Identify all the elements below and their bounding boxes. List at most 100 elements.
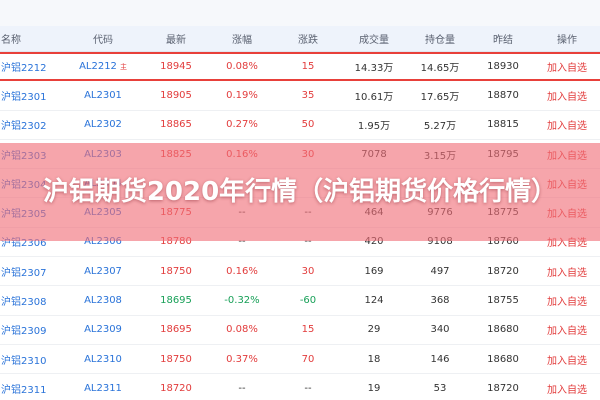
row-open-interest: 368: [430, 295, 450, 307]
add-watchlist-button[interactable]: 加入自选: [547, 91, 587, 103]
row-change: --: [304, 236, 312, 248]
row-change-pct: --: [238, 236, 246, 248]
row-change-pct: 0.08%: [226, 61, 258, 73]
row-prev-settle: 18720: [487, 382, 519, 394]
column-header-action: 操作: [557, 35, 577, 46]
table-row[interactable]: 沪铝2310 AL2310 18750 0.37% 70 18 146 18680 加入自选: [0, 345, 600, 375]
add-watchlist-button[interactable]: 加入自选: [547, 297, 587, 309]
add-watchlist-button[interactable]: 加入自选: [547, 355, 587, 367]
row-name[interactable]: 沪铝2310: [1, 355, 47, 367]
row-prev-settle: 18680: [487, 353, 519, 365]
column-header-prev-settle[interactable]: 昨结: [493, 35, 513, 46]
column-header-code[interactable]: 代码: [93, 35, 113, 46]
table-row[interactable]: 沪铝2309 AL2309 18695 0.08% 15 29 340 18680 加入自选: [0, 316, 600, 345]
row-code[interactable]: AL2310: [84, 353, 122, 365]
column-header-volume[interactable]: 成交量: [359, 35, 389, 46]
row-volume: 29: [367, 324, 381, 336]
row-code[interactable]: AL2212 主: [79, 61, 127, 73]
table-row[interactable]: 沪铝2302 AL2302 18865 0.27% 50 1.95万 5.27万 18815 加…: [0, 111, 600, 140]
row-volume: 19: [367, 382, 381, 394]
row-name[interactable]: 沪铝2311: [1, 384, 47, 396]
table-row[interactable]: 沪铝2306 AL2306 18780 -- -- 420 9108 18760 加入自选: [0, 228, 600, 258]
row-name[interactable]: 沪铝2309: [1, 326, 47, 338]
row-volume: 169: [364, 265, 384, 277]
column-header-open-interest[interactable]: 持仓量: [425, 35, 455, 46]
row-open-interest: 146: [430, 353, 450, 365]
row-last-price: 18905: [160, 89, 192, 101]
row-change: 15: [301, 61, 315, 73]
row-change: --: [304, 382, 312, 394]
table-row[interactable]: 沪铝2311 AL2311 18720 -- -- 19 53 18720 加入自选: [0, 374, 600, 400]
column-header-change[interactable]: 涨跌: [298, 35, 318, 46]
row-change: 50: [301, 119, 315, 131]
row-last-price: 18720: [160, 382, 192, 394]
row-code[interactable]: AL2308: [84, 295, 122, 307]
row-code[interactable]: AL2309: [84, 324, 122, 336]
add-watchlist-button[interactable]: 加入自选: [547, 267, 587, 279]
row-change-pct: 0.37%: [226, 353, 258, 365]
row-name[interactable]: 沪铝2308: [1, 297, 47, 309]
row-last-price: 18750: [160, 265, 192, 277]
row-change-pct: 0.08%: [226, 324, 258, 336]
row-change: 35: [301, 89, 315, 101]
row-prev-settle: 18930: [487, 61, 519, 73]
add-watchlist-button[interactable]: 加入自选: [547, 63, 587, 75]
table-row[interactable]: 沪铝2308 AL2308 18695 -0.32% -60 124 368 18755 加入自…: [0, 286, 600, 316]
column-header-name[interactable]: 名称: [1, 35, 21, 46]
row-name[interactable]: 沪铝2212: [1, 63, 47, 75]
row-prev-settle: 18760: [487, 236, 519, 248]
row-volume: 1.95万: [357, 121, 391, 133]
table-header: 名称 代码 最新 涨幅 涨跌 成交量 持仓量 昨结 操作: [0, 26, 600, 52]
row-change-pct: 0.27%: [226, 119, 258, 131]
row-prev-settle: 18720: [487, 265, 519, 277]
column-header-last[interactable]: 最新: [166, 35, 186, 46]
row-open-interest: 17.65万: [420, 91, 460, 103]
row-name[interactable]: 沪铝2307: [1, 267, 47, 279]
top-strip: [0, 0, 600, 26]
add-watchlist-button[interactable]: 加入自选: [547, 384, 587, 396]
row-prev-settle: 18815: [487, 119, 519, 131]
add-watchlist-button[interactable]: 加入自选: [547, 238, 587, 250]
row-name[interactable]: 沪铝2306: [1, 238, 47, 250]
row-code[interactable]: AL2307: [84, 265, 122, 277]
row-last-price: 18695: [160, 295, 192, 307]
table-row[interactable]: 沪铝2307 AL2307 18750 0.16% 30 169 497 18720 加入自选: [0, 257, 600, 287]
row-prev-settle: 18755: [487, 295, 519, 307]
row-volume: 10.61万: [354, 91, 394, 103]
column-header-change-pct[interactable]: 涨幅: [232, 35, 252, 46]
row-open-interest: 340: [430, 324, 450, 336]
table-row[interactable]: 沪铝2212 AL2212 主 18945 0.08% 15 14.33万 14.65万 189…: [0, 52, 600, 82]
row-change: 70: [301, 353, 315, 365]
row-open-interest: 497: [430, 265, 450, 277]
row-volume: 124: [364, 295, 384, 307]
add-watchlist-button[interactable]: 加入自选: [547, 121, 587, 133]
row-open-interest: 5.27万: [423, 121, 457, 133]
row-last-price: 18695: [160, 324, 192, 336]
row-volume: 420: [364, 236, 384, 248]
row-last-price: 18865: [160, 119, 192, 131]
row-prev-settle: 18870: [487, 89, 519, 101]
row-last-price: 18750: [160, 353, 192, 365]
row-change: 15: [301, 324, 315, 336]
title-banner: 沪铝期货2020年行情（沪铝期货价格行情）: [0, 143, 600, 241]
row-open-interest: 14.65万: [420, 63, 460, 75]
row-change-pct: 0.16%: [226, 265, 258, 277]
row-name[interactable]: 沪铝2301: [1, 91, 47, 103]
row-volume: 14.33万: [354, 63, 394, 75]
table-row[interactable]: 沪铝2301 AL2301 18905 0.19% 35 10.61万 17.65万 1887…: [0, 81, 600, 111]
row-name[interactable]: 沪铝2302: [1, 121, 47, 133]
row-last-price: 18780: [160, 236, 192, 248]
row-prev-settle: 18680: [487, 324, 519, 336]
row-code[interactable]: AL2301: [84, 89, 122, 101]
add-watchlist-button[interactable]: 加入自选: [547, 326, 587, 338]
row-code[interactable]: AL2306: [84, 236, 122, 248]
main-contract-badge: 主: [119, 62, 127, 71]
row-open-interest: 53: [433, 382, 447, 394]
row-open-interest: 9108: [427, 236, 453, 248]
row-code[interactable]: AL2311: [84, 382, 122, 394]
row-volume: 18: [367, 353, 381, 365]
row-code[interactable]: AL2302: [84, 119, 122, 131]
banner-title: 沪铝期货2020年行情（沪铝期货价格行情）: [42, 177, 558, 207]
row-change: 30: [301, 265, 315, 277]
